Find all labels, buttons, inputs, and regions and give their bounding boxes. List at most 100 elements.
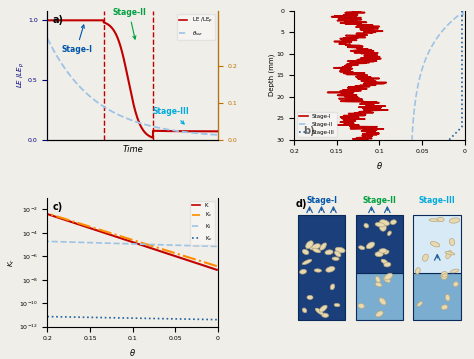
Ellipse shape (359, 246, 365, 250)
Y-axis label: $LE$ /$LE_p$: $LE$ /$LE_p$ (15, 62, 27, 88)
Stage-I (354, 137, 359, 142)
Ellipse shape (302, 250, 309, 255)
Ellipse shape (379, 298, 386, 305)
X-axis label: $θ$: $θ$ (376, 160, 383, 171)
Text: Stage-I: Stage-I (306, 196, 337, 205)
Ellipse shape (330, 284, 335, 290)
Text: c): c) (53, 202, 63, 211)
Ellipse shape (429, 219, 438, 222)
Ellipse shape (310, 246, 316, 250)
Ellipse shape (300, 269, 307, 274)
Ellipse shape (450, 269, 459, 273)
Ellipse shape (314, 269, 321, 272)
FancyBboxPatch shape (356, 273, 403, 320)
Ellipse shape (442, 274, 447, 277)
Text: b): b) (303, 126, 314, 136)
FancyBboxPatch shape (298, 215, 346, 320)
Ellipse shape (313, 248, 320, 253)
Ellipse shape (380, 224, 386, 231)
Text: Stage-I: Stage-I (61, 25, 92, 54)
Ellipse shape (446, 251, 452, 258)
Ellipse shape (375, 252, 383, 257)
Ellipse shape (449, 218, 460, 223)
Ellipse shape (430, 242, 440, 247)
Y-axis label: $K_r$: $K_r$ (7, 258, 18, 267)
Stage-III (459, 78, 465, 83)
Stage-II (460, 9, 465, 13)
Stage-III (459, 70, 465, 74)
Legend: LE /LE$_p$, $θ_{sur}$: LE /LE$_p$, $θ_{sur}$ (177, 14, 215, 40)
Ellipse shape (453, 282, 458, 286)
Ellipse shape (320, 243, 326, 250)
Ellipse shape (384, 250, 389, 254)
Ellipse shape (335, 247, 345, 253)
Legend: K, K$_c$, K$_l$, K$_v$: K, K$_c$, K$_l$, K$_v$ (190, 201, 215, 245)
Stage-I (349, 71, 355, 75)
Stage-III (459, 9, 465, 13)
Stage-II (419, 70, 424, 74)
Text: Stage-III: Stage-III (419, 196, 456, 205)
Ellipse shape (379, 249, 387, 253)
Ellipse shape (315, 308, 323, 315)
Ellipse shape (312, 244, 320, 249)
Ellipse shape (383, 276, 390, 283)
Ellipse shape (417, 302, 422, 307)
Stage-I (344, 9, 349, 13)
Y-axis label: Depth (mm): Depth (mm) (269, 54, 275, 97)
Stage-I (365, 135, 371, 139)
Ellipse shape (381, 259, 388, 264)
Ellipse shape (358, 303, 365, 308)
Ellipse shape (437, 218, 444, 222)
Stage-III (459, 71, 465, 75)
Ellipse shape (306, 241, 313, 248)
Ellipse shape (366, 242, 374, 249)
Stage-III (449, 135, 455, 139)
Text: Stage-III: Stage-III (153, 107, 190, 124)
Text: Stage-II: Stage-II (112, 8, 146, 39)
Ellipse shape (307, 295, 313, 299)
Ellipse shape (335, 251, 341, 257)
Line: Stage-I: Stage-I (328, 11, 388, 140)
Stage-I (357, 85, 363, 90)
Stage-I (368, 78, 374, 83)
Text: d): d) (296, 199, 308, 209)
Stage-I (348, 70, 354, 74)
Ellipse shape (449, 238, 455, 246)
Ellipse shape (445, 294, 450, 301)
Ellipse shape (321, 313, 328, 317)
Stage-III (447, 137, 452, 142)
Ellipse shape (334, 303, 340, 307)
Ellipse shape (384, 273, 392, 280)
Legend: Stage-I, Stage-II, Stage-III: Stage-I, Stage-II, Stage-III (297, 112, 337, 137)
Stage-II (416, 78, 422, 83)
Text: a): a) (53, 15, 64, 25)
Ellipse shape (387, 231, 392, 236)
Ellipse shape (422, 254, 428, 261)
Ellipse shape (325, 250, 333, 255)
Ellipse shape (391, 220, 396, 224)
Ellipse shape (415, 268, 420, 274)
Ellipse shape (326, 266, 335, 272)
X-axis label: Time: Time (122, 145, 143, 154)
FancyBboxPatch shape (413, 273, 461, 320)
Stage-III (459, 114, 465, 118)
Stage-II (418, 71, 424, 75)
Ellipse shape (302, 260, 312, 265)
Ellipse shape (364, 223, 369, 228)
Text: Stage-II: Stage-II (363, 196, 396, 205)
X-axis label: $θ$: $θ$ (129, 347, 136, 358)
Stage-II (415, 85, 420, 90)
Ellipse shape (384, 262, 391, 267)
Line: Stage-II: Stage-II (412, 11, 463, 140)
Ellipse shape (321, 243, 326, 250)
Ellipse shape (441, 271, 448, 280)
Ellipse shape (332, 257, 339, 260)
FancyBboxPatch shape (413, 215, 461, 273)
Stage-II (409, 137, 415, 142)
FancyBboxPatch shape (356, 215, 403, 273)
Stage-I (351, 114, 356, 118)
Ellipse shape (445, 252, 455, 255)
Stage-II (411, 114, 417, 118)
Ellipse shape (375, 223, 385, 227)
Ellipse shape (376, 311, 383, 317)
